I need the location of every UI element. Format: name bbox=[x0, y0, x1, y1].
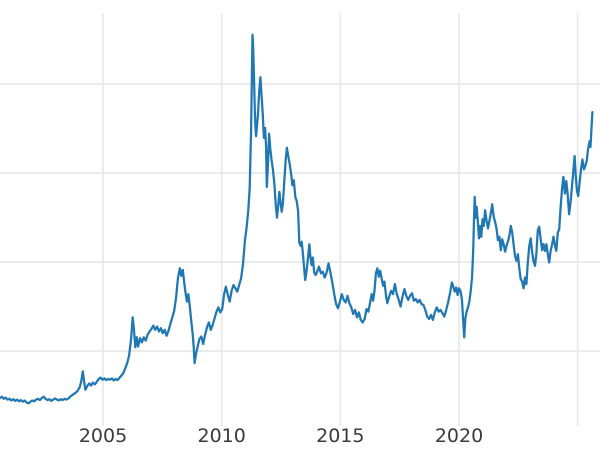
x-tick-label: 2015 bbox=[316, 425, 365, 447]
x-tick-label: 2010 bbox=[197, 425, 246, 447]
gridlines bbox=[0, 13, 600, 426]
price-series-line bbox=[0, 33, 594, 405]
x-tick-label: 2005 bbox=[78, 425, 128, 447]
x-tick-label: 2020 bbox=[434, 425, 484, 447]
price-series bbox=[0, 33, 594, 405]
